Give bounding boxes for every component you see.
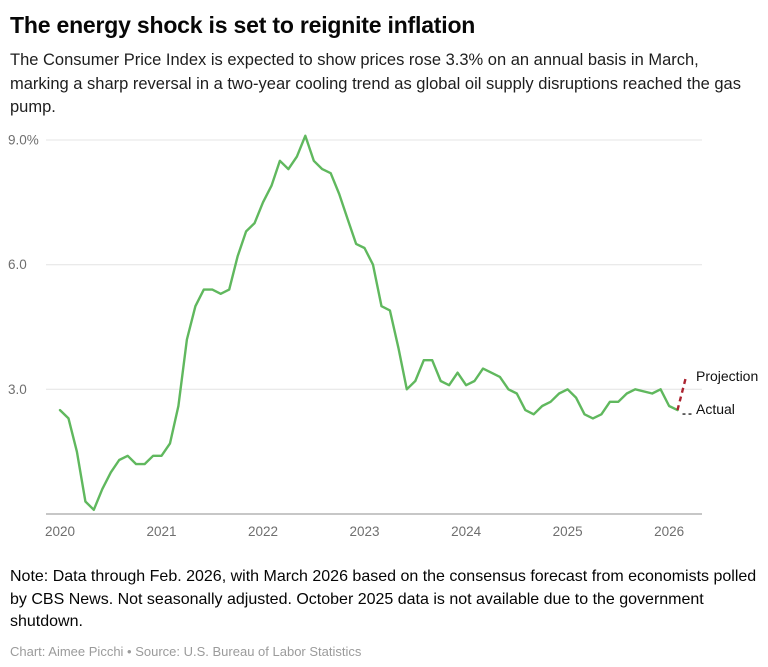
x-axis-tick-label: 2022 [248, 524, 278, 539]
projection-series-line [676, 376, 688, 411]
x-axis-tick-label: 2021 [146, 524, 176, 539]
chart-subtitle: The Consumer Price Index is expected to … [10, 51, 741, 117]
footnote: Note: Data through Feb. 2026, with March… [10, 567, 757, 631]
actual-series-line [58, 134, 679, 511]
y-axis-tick-label: 9.0% [8, 132, 39, 147]
y-axis-tick-label: 6.0 [8, 257, 27, 272]
page-title: The energy shock is set to reignite infl… [10, 12, 476, 38]
credit-line: Chart: Aimee Picchi • Source: U.S. Burea… [10, 644, 362, 660]
y-axis-tick-label: 3.0 [8, 382, 27, 397]
cpi-inflation-line-chart: 9.0% 6.0 3.0 2020 2021 2022 2023 2024 2025 2026 [8, 132, 702, 539]
x-axis-tick-label: 2025 [553, 524, 583, 539]
x-axis-tick-label: 2023 [349, 524, 379, 539]
actual-label: Actual [696, 400, 735, 417]
chart-area: 9.0% 6.0 3.0 2020 2021 2022 2023 2024 2025 2026 P… [0, 122, 768, 554]
x-axis-tick-label: 2024 [451, 524, 482, 539]
x-axis-tick-label: 2026 [654, 524, 684, 539]
x-axis-tick-label: 2020 [45, 524, 75, 539]
projection-label: Projection [696, 367, 759, 384]
